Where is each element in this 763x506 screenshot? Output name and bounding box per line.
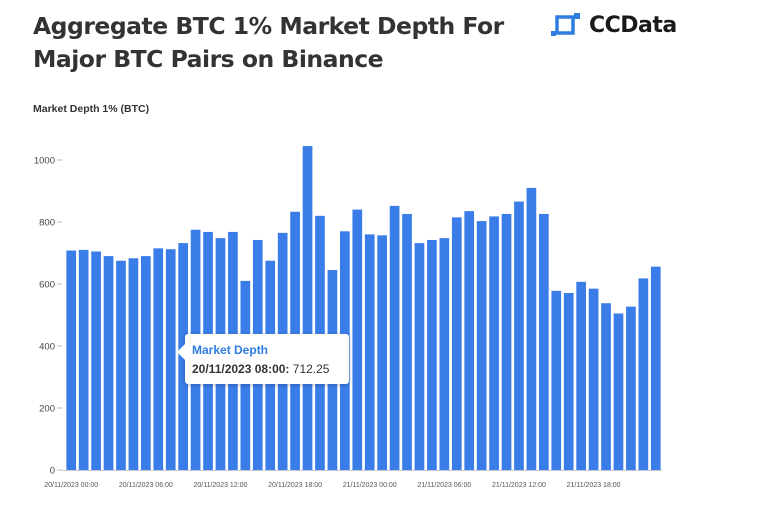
bar[interactable]	[103, 256, 114, 470]
bar[interactable]	[588, 288, 599, 470]
tooltip-value: 712.25	[292, 362, 330, 376]
y-tick-label: 200	[39, 404, 55, 415]
x-axis-ticks: 20/11/2023 00:00 20/11/2023 06:00 20/11/20…	[44, 482, 620, 489]
x-tick-label: 20/11/2023 12:00	[193, 482, 247, 489]
y-axis-label: Market Depth 1% (BTC)	[33, 103, 150, 115]
bar[interactable]	[489, 216, 499, 470]
bar[interactable]	[613, 313, 624, 470]
bar[interactable]	[91, 251, 101, 470]
y-tick-label: 400	[39, 342, 55, 353]
x-tick-label: 20/11/2023 06:00	[119, 482, 173, 489]
bar[interactable]	[153, 248, 164, 470]
bars	[62, 146, 662, 471]
bar[interactable]	[66, 250, 77, 470]
x-tick-label: 21/11/2023 12:00	[492, 482, 546, 489]
ccdata-logo-icon	[551, 13, 580, 36]
chart-title: Aggregate BTC 1% Market Depth For Major …	[33, 12, 504, 73]
y-tick-label: 800	[39, 218, 55, 229]
tooltip-series-name: Market Depth	[192, 343, 269, 357]
x-tick-label: 21/11/2023 06:00	[417, 482, 471, 489]
bar[interactable]	[601, 303, 611, 470]
bar[interactable]	[638, 278, 649, 470]
bar[interactable]	[128, 258, 139, 470]
tooltip-row: 20/11/2023 08:00: 712.25	[192, 362, 329, 376]
bar[interactable]	[439, 238, 450, 470]
tooltip-label: 20/11/2023 08:00:	[192, 362, 290, 376]
bar[interactable]	[364, 234, 375, 470]
bar[interactable]	[140, 256, 151, 470]
bar[interactable]	[563, 292, 574, 470]
bar[interactable]	[414, 243, 425, 470]
logo-text: CCData	[589, 12, 677, 38]
bar[interactable]	[526, 187, 537, 470]
bar[interactable]	[576, 281, 587, 470]
x-tick-label: 20/11/2023 00:00	[44, 482, 98, 489]
y-tick-label: 600	[39, 280, 55, 291]
bar[interactable]	[352, 209, 363, 470]
x-tick-label: 20/11/2023 18:00	[268, 482, 322, 489]
bar[interactable]	[476, 221, 487, 470]
bar[interactable]	[402, 213, 412, 470]
bar[interactable]	[538, 213, 549, 470]
bar[interactable]	[78, 249, 89, 470]
tooltip: Market Depth 20/11/2023 08:00: 712.25	[177, 334, 349, 384]
bar[interactable]	[551, 290, 562, 470]
bar[interactable]	[377, 235, 388, 470]
ccdata-logo: CCData	[551, 12, 677, 38]
y-axis-ticks: 0 200 400 600 800 1000	[34, 156, 62, 477]
bar[interactable]	[116, 260, 126, 470]
bar[interactable]	[464, 211, 475, 470]
tooltip-pointer	[177, 344, 185, 360]
bar[interactable]	[650, 266, 661, 470]
bar[interactable]	[501, 213, 512, 470]
bar[interactable]	[451, 217, 462, 470]
bar[interactable]	[302, 146, 313, 471]
x-tick-label: 21/11/2023 00:00	[343, 482, 397, 489]
y-tick-label: 1000	[34, 156, 55, 167]
x-tick-label: 21/11/2023 18:00	[567, 482, 621, 489]
bar[interactable]	[427, 239, 437, 470]
bar[interactable]	[165, 249, 176, 470]
y-tick-label: 0	[50, 466, 55, 477]
bar[interactable]	[626, 306, 636, 470]
bar[interactable]	[514, 201, 524, 471]
bar[interactable]	[389, 205, 400, 470]
